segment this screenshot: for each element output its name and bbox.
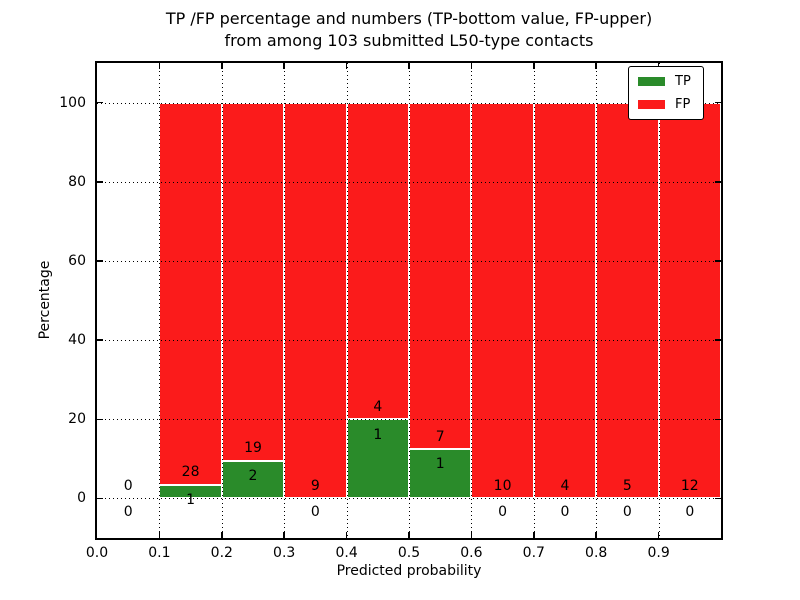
y-tick-label: 60 [68,252,86,269]
bar-fp-segment [533,102,597,499]
y-tick-label: 20 [68,411,86,428]
legend-item-fp: FP [638,97,691,112]
legend-label-fp: FP [675,97,691,112]
fp-count-label: 10 [493,478,512,495]
y-tick-label: 100 [59,94,86,111]
y-tick-mark [97,181,103,183]
y-tick-label: 80 [68,173,86,190]
fp-count-label: 9 [310,478,320,495]
fp-count-label: 0 [123,478,133,495]
legend-swatch-tp-icon [638,77,665,86]
x-tick-mark [221,63,223,69]
bar-fp-segment [471,102,534,499]
x-tick-mark [283,532,285,538]
gridline-vertical [596,63,598,538]
tp-count-label: 0 [685,503,695,520]
gridline-vertical [471,63,473,538]
y-axis-label: Percentage [37,260,53,340]
x-tick-mark [158,63,161,69]
x-tick-mark [470,532,473,538]
fp-count-label: 19 [244,440,262,457]
fp-count-label: 12 [680,478,699,495]
gridline-vertical [346,63,348,538]
gridline-vertical [533,63,535,538]
x-tick-mark [657,532,660,538]
x-tick-label: 0.4 [335,545,358,561]
x-tick-label: 0.8 [585,545,608,561]
y-tick-mark [715,339,721,341]
x-tick-mark [470,63,473,69]
tp-count-label: 1 [186,492,196,509]
x-tick-mark [283,63,285,69]
tp-count-label: 1 [435,456,445,473]
x-tick-mark [533,532,535,538]
x-tick-label: 0.6 [460,545,483,561]
x-tick-mark [533,63,535,69]
x-tick-label: 0.0 [85,545,109,561]
x-tick-mark [595,63,597,69]
x-tick-label: 0.9 [647,545,670,561]
tp-count-label: 0 [622,503,632,520]
x-tick-mark [158,532,161,538]
x-tick-label: 0.2 [210,545,233,561]
y-tick-mark [715,181,721,183]
tp-count-label: 0 [498,503,508,520]
y-tick-mark [97,497,103,500]
plot-area: 0 0 28 1 19 2 9 0 4 1 7 1 10 0 4 0 5 0 12 0 [95,61,723,540]
x-tick-mark [345,532,348,538]
x-tick-mark [408,63,410,69]
y-tick-mark [97,260,103,262]
fp-count-label: 28 [181,464,200,481]
y-tick-label: 40 [68,332,86,349]
bar-fp-segment [284,102,347,499]
fp-count-label: 4 [560,478,570,495]
x-tick-label: 0.1 [148,545,171,561]
chart-title-line2: from among 103 submitted L50-type contac… [224,31,594,50]
gridline-vertical [284,63,286,538]
bar-fp-segment [221,102,285,461]
gridline-vertical [658,63,660,538]
legend-label-tp: TP [675,74,691,89]
chart-title-line1: TP /FP percentage and numbers (TP-bottom… [165,9,653,28]
tp-count-label: 0 [560,503,570,520]
fp-count-label: 4 [373,398,383,415]
bar-fp-segment [596,102,659,499]
x-tick-label: 0.7 [522,545,545,561]
gridline-vertical [409,63,410,538]
bar-fp-segment [409,102,472,449]
bar-tp-segment [346,419,409,499]
legend-item-tp: TP [638,74,691,89]
bar-fp-segment [159,102,222,485]
x-tick-mark [408,532,410,538]
x-tick-mark [595,532,597,538]
y-tick-mark [97,101,103,104]
tp-count-label: 0 [310,503,320,520]
y-tick-label: 0 [77,490,86,507]
y-tick-mark [715,418,721,420]
y-tick-mark [97,418,103,420]
y-tick-mark [715,260,721,262]
x-tick-mark [221,532,223,538]
y-tick-mark [97,339,103,341]
x-tick-label: 0.5 [397,545,421,561]
fp-count-label: 7 [435,428,445,445]
tp-count-label: 1 [373,426,383,443]
y-tick-mark [715,101,721,104]
gridline-vertical [221,63,223,538]
bar-tp-segment [221,460,285,499]
x-tick-mark [345,63,348,69]
chart-title: TP /FP percentage and numbers (TP-bottom… [97,8,721,52]
tp-count-label: 2 [248,468,258,485]
fp-count-label: 5 [622,478,632,495]
bar-fp-segment [658,102,721,499]
y-tick-mark [715,497,721,500]
gridline-vertical [159,63,161,538]
x-axis-label: Predicted probability [336,563,482,579]
legend: TP FP [628,66,704,120]
x-tick-label: 0.3 [273,545,296,561]
legend-swatch-fp-icon [638,100,665,109]
tp-count-label: 0 [123,503,133,520]
